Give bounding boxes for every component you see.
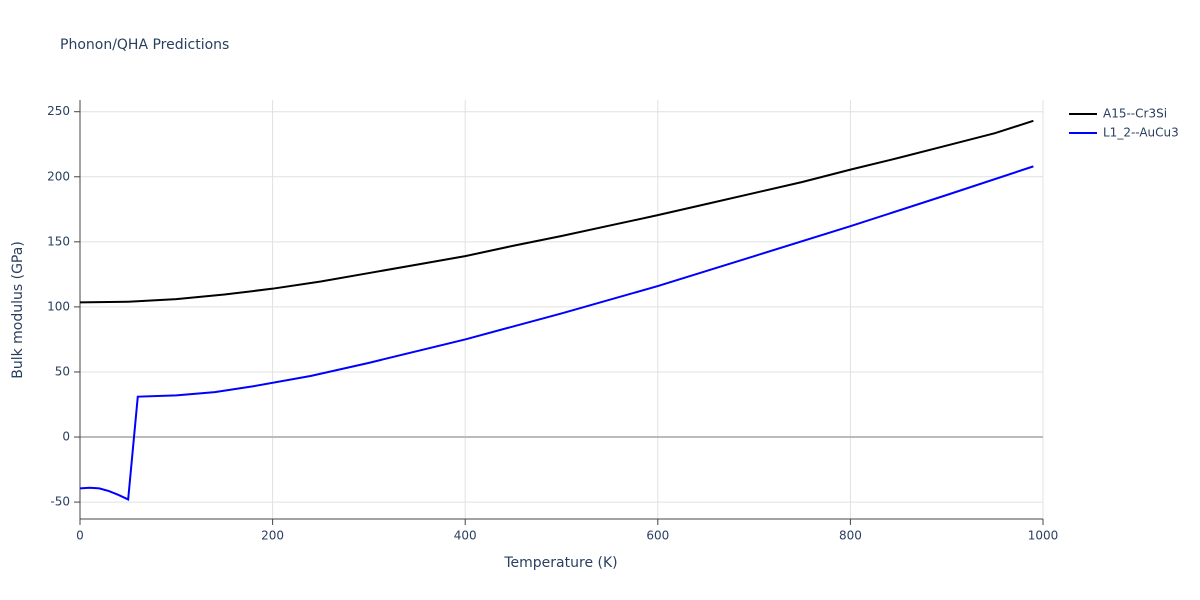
y-tick-label: 250 [47,104,70,118]
x-tick-label: 200 [261,529,284,543]
y-tick-label: 100 [47,299,70,313]
y-tick-label: 50 [55,364,70,378]
legend-label: L1_2--AuCu3 [1103,126,1179,140]
x-tick-label: 600 [646,529,669,543]
x-axis-label: Temperature (K) [503,555,617,571]
x-tick-label: 400 [454,529,477,543]
series-line [79,165,1034,501]
y-axis-label: Bulk modulus (GPa) [10,241,26,379]
x-tick-label: 1000 [1028,529,1059,543]
x-tick-label: 800 [839,529,862,543]
chart-title: Phonon/QHA Predictions [60,37,229,53]
y-tick-label: 150 [47,234,70,248]
y-tick-label: -50 [50,495,70,509]
series-line [79,119,1034,304]
y-tick-label: 0 [62,430,70,444]
legend-label: A15--Cr3Si [1103,107,1167,121]
x-tick-label: 0 [76,529,84,543]
y-tick-label: 200 [47,169,70,183]
